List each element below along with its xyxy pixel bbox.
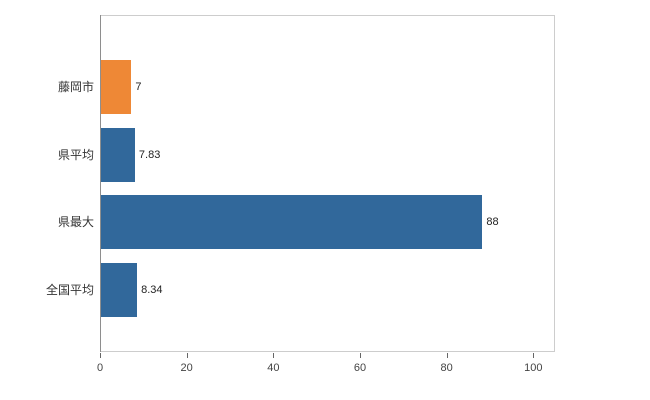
x-axis-tick <box>360 353 361 358</box>
x-axis-tick-label: 20 <box>180 362 193 374</box>
bar-value-label: 88 <box>486 216 499 228</box>
category-label: 県最大 <box>57 215 94 229</box>
x-axis-tick <box>100 353 101 358</box>
x-axis-tick-label: 0 <box>96 362 104 374</box>
bar-2 <box>101 195 483 249</box>
bar-value-label: 7 <box>135 81 142 93</box>
bar-3 <box>101 262 138 317</box>
x-axis-tick <box>273 353 275 358</box>
x-axis-tick-label: 40 <box>267 362 280 374</box>
bar-value-label: 7.83 <box>138 148 161 161</box>
x-axis-tick <box>533 353 535 358</box>
y-axis-line <box>100 15 101 352</box>
bar-value-label: 8.34 <box>141 283 163 296</box>
category-label: 全国平均 <box>45 282 94 297</box>
category-label: 藤岡市 <box>57 80 94 94</box>
bar-1 <box>101 127 135 182</box>
bar-0 <box>101 60 132 114</box>
x-axis-tick-label: 80 <box>440 362 453 374</box>
x-axis-tick <box>186 353 188 358</box>
x-axis-tick <box>446 353 448 358</box>
x-axis-tick-label: 60 <box>353 362 367 374</box>
category-label: 県平均 <box>57 147 94 162</box>
x-axis-tick-label: 100 <box>524 362 543 374</box>
plot-area <box>100 15 555 352</box>
